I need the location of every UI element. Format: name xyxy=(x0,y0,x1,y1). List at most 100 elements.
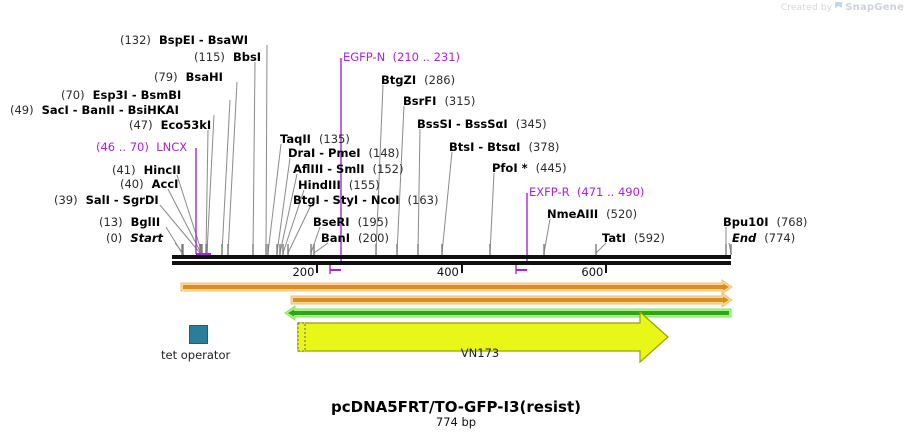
tet-operator-label: tet operator xyxy=(161,348,231,362)
site-label-bani[interactable]: BanI (200) xyxy=(321,232,389,244)
site-name: Start xyxy=(130,231,164,245)
site-name: SalI - SgrDI xyxy=(85,193,159,207)
site-position: (210 .. 231) xyxy=(392,50,461,64)
site-name: TatI xyxy=(602,231,626,245)
site-position: (520) xyxy=(606,207,638,221)
ruler-tick-label: 600 xyxy=(581,265,604,279)
site-name: EGFP-N xyxy=(343,50,386,64)
site-position: (79) xyxy=(154,70,178,84)
site-position: (200) xyxy=(358,231,389,245)
site-name: Bpu10I xyxy=(723,215,769,229)
snapgene-watermark: Created by SnapGene xyxy=(781,2,904,13)
site-label-aflii-smli[interactable]: AflIII - SmlI (152) xyxy=(293,163,403,175)
site-position: (471 .. 490) xyxy=(576,185,645,199)
site-label-tati[interactable]: TatI (592) xyxy=(602,232,665,244)
site-name: BssSI - BssSαI xyxy=(417,117,508,131)
site-position: (286) xyxy=(424,73,456,87)
site-position: (132) xyxy=(120,33,151,47)
site-name: EXFP-R xyxy=(529,185,570,199)
site-name: BtgI - StyI - NcoI xyxy=(293,193,400,207)
site-label-start[interactable]: (0) Start xyxy=(106,232,163,244)
site-label-bseri[interactable]: BseRI (195) xyxy=(313,216,389,228)
site-name: SacI - BanII - BsiHKAI xyxy=(41,103,179,117)
site-position: (345) xyxy=(515,117,547,131)
site-name: Esp3I - BsmBI xyxy=(92,88,182,102)
site-position: (768) xyxy=(776,215,808,229)
sequence-ruler: 200 400 600 xyxy=(0,265,912,281)
site-label-bsssi-bsssai[interactable]: BssSI - BssSαI (345) xyxy=(417,118,547,130)
site-label-saci-banii-bsihkai[interactable]: (49) SacI - BanII - BsiHKAI xyxy=(10,104,179,116)
site-name: BtsI - BtsαI xyxy=(449,140,521,154)
site-name: BspEI - BsaWI xyxy=(158,33,249,47)
site-position: (0) xyxy=(106,231,123,245)
feature-label-vn173: VN173 xyxy=(460,346,500,360)
site-label-bsahi[interactable]: (79) BsaHI xyxy=(154,71,223,83)
feature-arrow-orange-1 xyxy=(180,279,733,295)
site-position: (70) xyxy=(61,88,85,102)
site-label-btgi-styi-ncoi[interactable]: BtgI - StyI - NcoI (163) xyxy=(293,194,438,206)
watermark-brand: SnapGene xyxy=(845,2,904,13)
site-label-drai-pmei[interactable]: DraI - PmeI (148) xyxy=(288,147,399,159)
site-name: BtgZI xyxy=(381,73,417,87)
site-label-end[interactable]: End (774) xyxy=(732,232,795,244)
site-name: HincII xyxy=(143,163,181,177)
site-label-bglii[interactable]: (13) BglII xyxy=(99,216,160,228)
site-name: LNCX xyxy=(156,140,188,154)
feature-arrow-green-1 xyxy=(284,305,732,321)
site-name: BseRI xyxy=(313,215,350,229)
site-name: AflIII - SmlI xyxy=(293,162,365,176)
page-subtitle: 774 bp xyxy=(435,415,477,429)
site-name: BglII xyxy=(130,215,161,229)
site-position: (152) xyxy=(372,162,404,176)
site-label-lncx[interactable]: (46 .. 70) LNCX xyxy=(96,141,187,153)
site-position: (47) xyxy=(129,118,153,132)
site-label-egfp-n[interactable]: EGFP-N (210 .. 231) xyxy=(343,51,460,63)
site-label-acci[interactable]: (40) AccI xyxy=(120,178,178,190)
site-position: (774) xyxy=(764,231,796,245)
site-position: (39) xyxy=(54,193,78,207)
site-name: DraI - PmeI xyxy=(288,146,361,160)
site-name: BsaHI xyxy=(185,70,223,84)
site-name: BanI xyxy=(321,231,350,245)
site-name: HindIII xyxy=(298,178,341,192)
site-position: (13) xyxy=(99,215,123,229)
site-label-bpu10i[interactable]: Bpu10I (768) xyxy=(723,216,807,228)
site-position: (155) xyxy=(348,178,380,192)
site-position: (115) xyxy=(194,50,225,64)
site-label-sali-sgrdi[interactable]: (39) SalI - SgrDI xyxy=(54,194,159,206)
site-label-exfp-r[interactable]: EXFP-R (471 .. 490) xyxy=(529,186,644,198)
ruler-tick-label: 400 xyxy=(436,265,459,279)
site-label-eco53ki[interactable]: (47) Eco53kI xyxy=(129,119,211,131)
site-position: (46 .. 70) xyxy=(96,140,149,154)
site-name: BbsI xyxy=(232,50,262,64)
site-position: (592) xyxy=(633,231,665,245)
site-name: AccI xyxy=(151,177,179,191)
site-position: (163) xyxy=(407,193,439,207)
site-position: (195) xyxy=(357,215,389,229)
site-label-nmeaiii[interactable]: NmeAIII (520) xyxy=(547,208,637,220)
site-position: (40) xyxy=(120,177,144,191)
site-position: (41) xyxy=(112,163,136,177)
site-label-btgzi[interactable]: BtgZI (286) xyxy=(381,74,455,86)
site-label-bspei-bsawi[interactable]: (132) BspEI - BsaWI xyxy=(120,34,248,46)
ruler-tick-mark xyxy=(605,265,608,273)
site-label-bsrfi[interactable]: BsrFI (315) xyxy=(403,95,475,107)
site-label-hindiii[interactable]: HindIII (155) xyxy=(298,179,380,191)
site-position: (148) xyxy=(368,146,400,160)
site-label-hincii[interactable]: (41) HincII xyxy=(112,164,181,176)
ruler-tick-label: 200 xyxy=(292,265,315,279)
site-label-taqii[interactable]: TaqII (135) xyxy=(280,133,350,145)
site-name: Eco53kI xyxy=(160,118,212,132)
site-position: (315) xyxy=(444,94,476,108)
site-label-esp3i-bsmbi[interactable]: (70) Esp3I - BsmBI xyxy=(61,89,181,101)
site-name: TaqII xyxy=(280,132,311,146)
site-position: (378) xyxy=(528,140,560,154)
site-label-bbsi[interactable]: (115) BbsI xyxy=(194,51,261,63)
site-label-pfoi[interactable]: PfoI * (445) xyxy=(492,162,567,174)
feature-arrow-orange-2 xyxy=(290,292,733,308)
site-name: PfoI * xyxy=(492,161,528,175)
site-position: (49) xyxy=(10,103,34,117)
ruler-tick-mark xyxy=(460,265,463,273)
site-label-btsi-btsai[interactable]: BtsI - BtsαI (378) xyxy=(449,141,559,153)
